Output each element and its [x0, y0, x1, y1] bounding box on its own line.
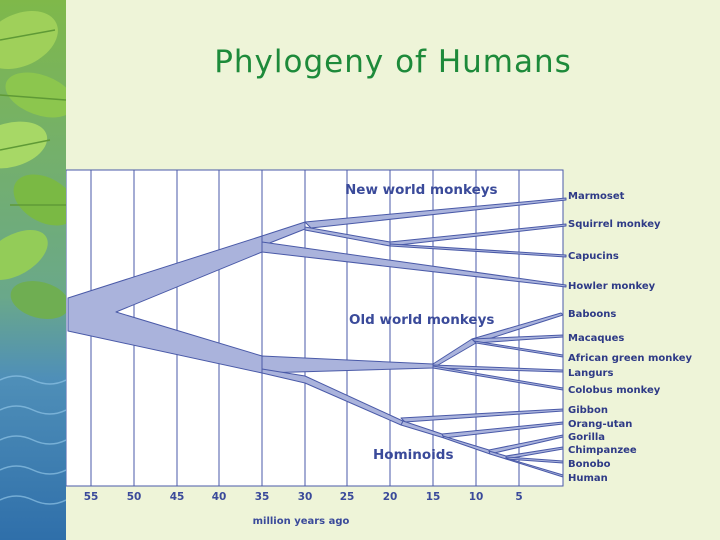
axis-tick-label: 50 — [127, 491, 142, 503]
phylogeny-diagram: New world monkeys Old world monkeys Homi… — [66, 166, 720, 540]
taxon-label: African green monkey — [568, 353, 693, 364]
axis-tick-label: 55 — [84, 491, 99, 503]
taxon-label: Bonobo — [568, 459, 611, 470]
axis-tick-label: 35 — [255, 491, 270, 503]
human-branch — [505, 457, 564, 478]
axis-tick-label: 30 — [298, 491, 313, 503]
capucins-branch — [389, 243, 567, 258]
group-label-old-world: Old world monkeys — [349, 312, 494, 328]
african-green-monkey-branch — [473, 340, 564, 358]
decorative-side-panel — [0, 0, 66, 540]
axis-tick-label: 10 — [469, 491, 484, 503]
leaves-and-water-decoration — [0, 0, 66, 540]
time-axis: 55 50 45 40 35 30 25 20 15 10 5 million … — [84, 491, 523, 527]
phylogeny-tree: New world monkeys Old world monkeys Homi… — [66, 169, 693, 527]
axis-title: million years ago — [253, 516, 350, 527]
taxon-label: Capucins — [568, 251, 619, 262]
taxon-label: Howler monkey — [568, 281, 656, 292]
taxon-label: Macaques — [568, 333, 624, 344]
taxon-label: Langurs — [568, 368, 613, 379]
axis-tick-label: 15 — [426, 491, 441, 503]
axis-tick-label: 25 — [340, 491, 355, 503]
taxon-label: Marmoset — [568, 191, 625, 202]
taxa-labels: Marmoset Squirrel monkey Capucins Howler… — [568, 191, 693, 484]
group-label-new-world: New world monkeys — [345, 182, 498, 198]
taxon-label: Human — [568, 473, 608, 484]
slide-title: Phylogeny of Humans — [214, 44, 572, 80]
group-label-hominoids: Hominoids — [373, 447, 453, 463]
taxon-label: Baboons — [568, 309, 616, 320]
axis-tick-label: 45 — [170, 491, 185, 503]
taxon-label: Orang-utan — [568, 419, 632, 430]
gibbon-branch — [400, 408, 564, 423]
marmoset-branch — [304, 197, 567, 229]
taxon-label: Gibbon — [568, 405, 608, 416]
axis-tick-label: 5 — [515, 491, 522, 503]
axis-tick-label: 40 — [212, 491, 227, 503]
taxon-label: Gorilla — [568, 432, 605, 443]
taxon-label: Chimpanzee — [568, 445, 637, 456]
taxon-label: Colobus monkey — [568, 385, 661, 396]
tree-branches — [67, 197, 567, 478]
axis-tick-label: 20 — [383, 491, 398, 503]
howler-branch — [261, 241, 567, 288]
colobus-branch — [432, 365, 564, 391]
taxon-label: Squirrel monkey — [568, 219, 661, 230]
